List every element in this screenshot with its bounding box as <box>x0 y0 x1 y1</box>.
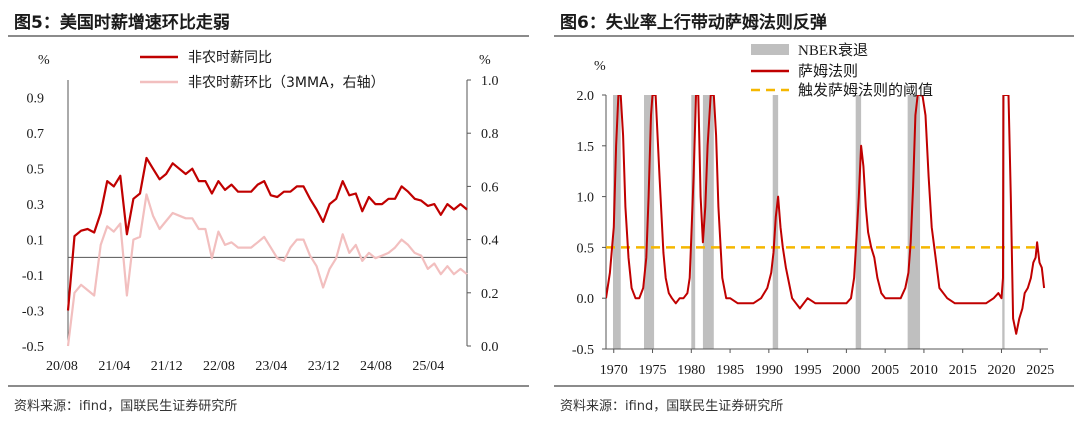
right-source-rule <box>554 385 1074 387</box>
y-tick-label: 0.0 <box>577 292 595 307</box>
x-tick-label: 2010 <box>910 363 938 378</box>
right-y-tick-label: 0.4 <box>481 234 499 249</box>
series-line-wage-mom-3mma <box>66 193 468 347</box>
right-chart-panel: 图6：失业率上行带动萨姆法则反弹 % -0.5 0.0 0.5 1.0 1.5 2.0 197… <box>546 0 1080 421</box>
x-tick-label: 23/12 <box>308 359 340 374</box>
left-chart-panel: 图5：美国时薪增速环比走弱 %% -0.5 -0.3 -0.1 0.1 0.3 0.5 0.7… <box>0 0 535 421</box>
legend-label-sahm: 萨姆法则 <box>798 63 858 80</box>
left-axis-unit: % <box>38 53 50 68</box>
x-tick-label: 2025 <box>1026 363 1054 378</box>
left-chart-title: 图5：美国时薪增速环比走弱 <box>14 13 230 33</box>
recession-band <box>691 95 696 349</box>
recession-band <box>702 95 714 349</box>
x-tick-label: 24/08 <box>360 359 392 374</box>
right-y-tick-label: 0.8 <box>481 127 499 142</box>
right-title-rule <box>554 35 1074 37</box>
left-y-tick-label: -0.1 <box>22 269 44 284</box>
x-tick-label: 25/04 <box>412 359 444 374</box>
left-y-tick-label: -0.5 <box>22 340 44 355</box>
left-y-tick-label: 0.7 <box>27 127 45 142</box>
y-tick-label: 1.0 <box>577 191 595 206</box>
left-source-rule <box>8 385 529 387</box>
x-tick-label: 2015 <box>949 363 977 378</box>
right-y-tick-label: 0.0 <box>481 340 499 355</box>
left-chart-svg: % % -0.5 -0.3 -0.1 0.1 0.3 0.5 0.7 0.9 0.0 0.2 0.4 0.… <box>22 50 499 374</box>
x-tick-label: 22/08 <box>203 359 235 374</box>
right-chart-title: 图6：失业率上行带动萨姆法则反弹 <box>560 13 827 33</box>
x-tick-label: 2000 <box>832 363 860 378</box>
y-tick-label: 2.0 <box>577 89 595 104</box>
y-tick-label: 0.5 <box>577 241 595 256</box>
recession-band <box>612 95 621 349</box>
y-tick-label: 1.5 <box>577 140 595 155</box>
x-tick-label: 2005 <box>871 363 899 378</box>
left-source-note: 资料来源：ifind，国联民生证券研究所 <box>14 399 238 414</box>
x-tick-label: 1985 <box>716 363 744 378</box>
legend-label-wage-yoy: 非农时薪同比 <box>188 50 272 66</box>
legend-label-threshold: 触发萨姆法则的阈值 <box>798 82 933 99</box>
legend-swatch-nber <box>751 44 789 55</box>
left-y-tick-label: 0.3 <box>27 198 45 213</box>
legend-label-wage-mom: 非农时薪环比（3MMA，右轴） <box>188 75 385 91</box>
x-tick-label: 1990 <box>755 363 783 378</box>
x-tick-label: 1980 <box>677 363 705 378</box>
left-title-rule <box>8 35 529 37</box>
right-source-note: 资料来源：ifind，国联民生证券研究所 <box>560 399 784 414</box>
left-y-tick-label: 0.5 <box>27 163 45 178</box>
recession-band <box>855 95 862 349</box>
right-y-tick-label: 1.0 <box>481 74 499 89</box>
x-tick-label: 20/08 <box>46 359 78 374</box>
y-axis-unit: % <box>594 59 606 74</box>
recession-band <box>643 95 655 349</box>
right-chart-svg: % -0.5 0.0 0.5 1.0 1.5 2.0 1970 1975 1980 1985 1990… <box>572 42 1054 378</box>
x-tick-label: 2020 <box>987 363 1015 378</box>
x-tick-label: 21/12 <box>151 359 183 374</box>
right-y-tick-label: 0.6 <box>481 180 499 195</box>
x-tick-label: 21/04 <box>98 359 130 374</box>
right-axis-unit: % <box>479 53 491 68</box>
left-y-tick-label: 0.9 <box>27 92 45 107</box>
x-tick-label: 1995 <box>794 363 822 378</box>
x-tick-label: 23/04 <box>255 359 287 374</box>
left-y-tick-label: 0.1 <box>27 234 45 249</box>
series-line-wage-yoy <box>66 156 468 311</box>
y-tick-label: -0.5 <box>572 343 594 358</box>
x-tick-label: 1970 <box>600 363 628 378</box>
series-line-sahm-rule <box>606 95 1046 335</box>
x-tick-label: 1975 <box>639 363 667 378</box>
legend-label-nber: NBER衰退 <box>798 42 868 59</box>
right-y-tick-label: 0.2 <box>481 287 499 302</box>
recession-band <box>907 95 921 349</box>
left-y-tick-label: -0.3 <box>22 305 44 320</box>
